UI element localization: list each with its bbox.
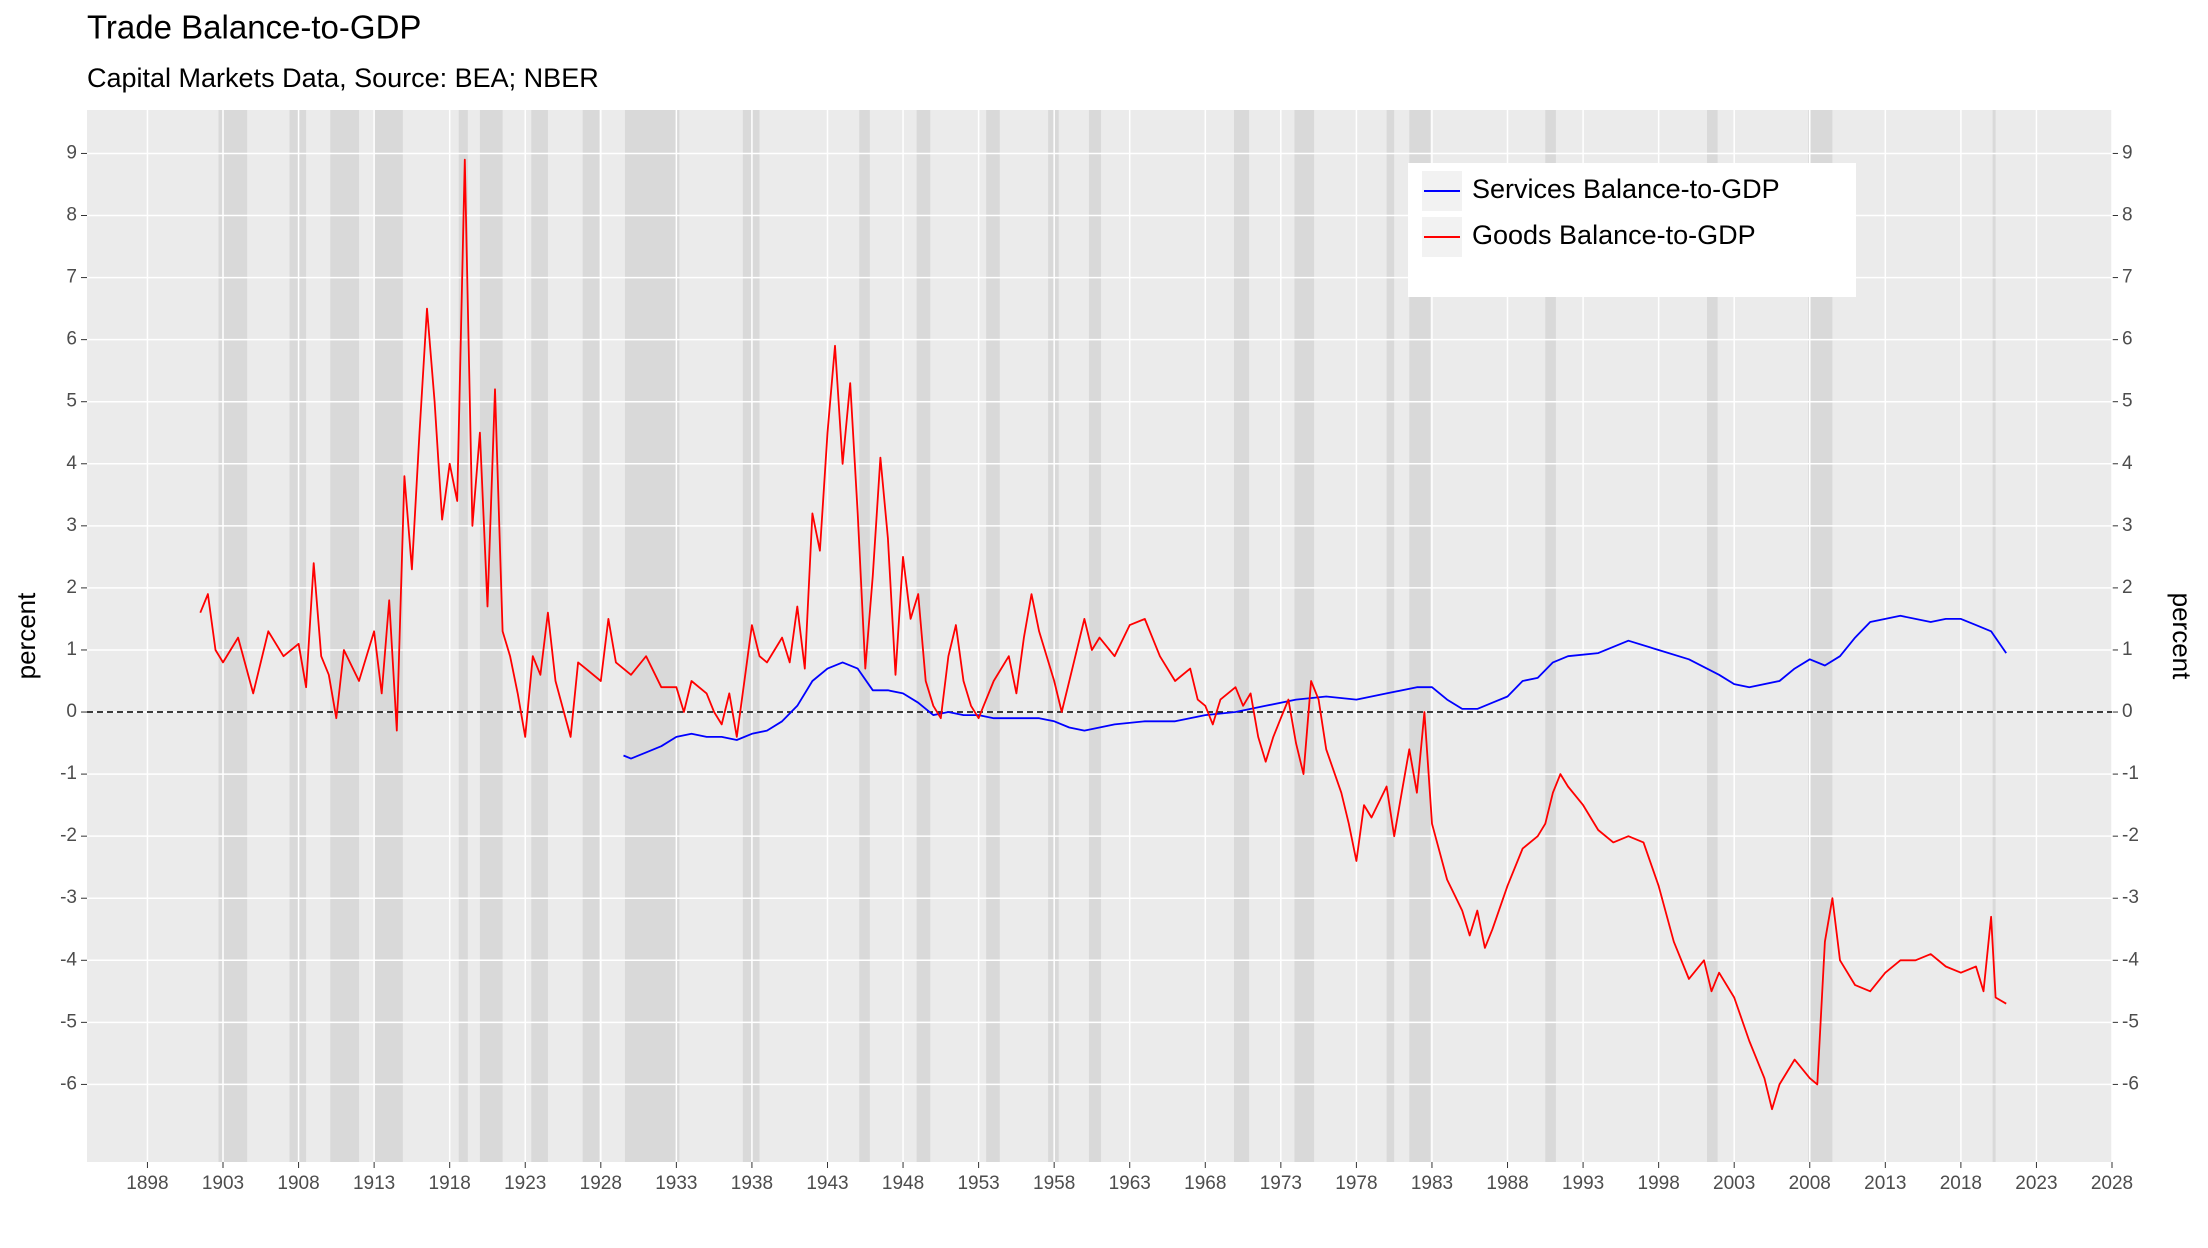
x-tick-label: 2028 xyxy=(2091,1173,2133,1194)
x-tick-label: 1903 xyxy=(202,1173,244,1194)
x-tick-label: 2003 xyxy=(1713,1173,1755,1194)
y-tick-label: -5 xyxy=(60,1011,77,1032)
y-tick-label: 4 xyxy=(66,453,77,474)
x-tick-label: 1963 xyxy=(1109,1173,1151,1194)
recession-band xyxy=(1233,110,1250,1162)
x-tick-label: 2013 xyxy=(1864,1173,1906,1194)
x-tick-label: 1988 xyxy=(1486,1173,1528,1194)
y2-tick-label: 5 xyxy=(2122,391,2133,412)
recession-band xyxy=(374,110,403,1162)
y2-tick-label: -2 xyxy=(2122,825,2139,846)
recession-band xyxy=(1386,110,1395,1162)
legend-label: Goods Balance-to-GDP xyxy=(1472,220,1756,250)
y-tick-label: 8 xyxy=(66,205,77,226)
y-tick-label: 5 xyxy=(66,391,77,412)
y2-tick-label: 0 xyxy=(2122,701,2133,722)
series-line xyxy=(623,614,2007,760)
y2-tick-label: 6 xyxy=(2122,329,2133,350)
y-tick-label: 0 xyxy=(66,701,77,722)
y-tick-label: -6 xyxy=(60,1073,77,1094)
legend-label: Services Balance-to-GDP xyxy=(1472,174,1780,204)
x-tick-label: 1993 xyxy=(1562,1173,1604,1194)
y-tick-label: 6 xyxy=(66,329,77,350)
x-tick-label: 1953 xyxy=(957,1173,999,1194)
x-tick-label: 2018 xyxy=(1940,1173,1982,1194)
y2-tick-label: -5 xyxy=(2122,1011,2139,1032)
recession-band xyxy=(1048,110,1059,1162)
x-tick-label: 1948 xyxy=(882,1173,924,1194)
recession-band xyxy=(1409,110,1431,1162)
x-tick-label: 1933 xyxy=(655,1173,697,1194)
recession-band xyxy=(330,110,360,1162)
y2-tick-label: -6 xyxy=(2122,1073,2139,1094)
recession-band xyxy=(1707,110,1718,1162)
recession-band xyxy=(986,110,1000,1162)
y2-tick-label: -4 xyxy=(2122,949,2139,970)
y2-tick-label: -1 xyxy=(2122,763,2139,784)
recession-band xyxy=(531,110,548,1162)
recession-band xyxy=(479,110,503,1162)
recession-band xyxy=(582,110,600,1162)
y-tick-label: 3 xyxy=(66,515,77,536)
y2-axis-label: percent xyxy=(2167,593,2197,680)
x-tick-label: 2008 xyxy=(1789,1173,1831,1194)
x-tick-label: 1978 xyxy=(1335,1173,1377,1194)
recession-band xyxy=(289,110,307,1162)
chart-subtitle: Capital Markets Data, Source: BEA; NBER xyxy=(87,63,599,93)
recession-band xyxy=(916,110,931,1162)
x-tick-label: 1943 xyxy=(806,1173,848,1194)
series-line xyxy=(199,158,2007,1111)
x-tick-label: 1923 xyxy=(504,1173,546,1194)
x-tick-label: 1968 xyxy=(1184,1173,1226,1194)
x-tick-label: 1913 xyxy=(353,1173,395,1194)
y2-tick-label: 4 xyxy=(2122,453,2133,474)
y-tick-label: 7 xyxy=(66,267,77,288)
x-tick-label: 2023 xyxy=(2015,1173,2057,1194)
x-tick-label: 1983 xyxy=(1411,1173,1453,1194)
x-tick-label: 1938 xyxy=(731,1173,773,1194)
x-tick-label: 1958 xyxy=(1033,1173,1075,1194)
x-tick-label: 1928 xyxy=(580,1173,622,1194)
y2-tick-label: 7 xyxy=(2122,267,2133,288)
y-tick-label: -3 xyxy=(60,887,77,908)
chart-title: Trade Balance-to-GDP xyxy=(87,9,421,46)
y-tick-label: 2 xyxy=(66,577,77,598)
recession-band xyxy=(1294,110,1315,1162)
y2-tick-label: 9 xyxy=(2122,142,2133,163)
recession-band xyxy=(458,110,468,1162)
y-axis-label: percent xyxy=(11,592,41,679)
x-tick-label: 1908 xyxy=(277,1173,319,1194)
y2-tick-label: 1 xyxy=(2122,639,2133,660)
y-tick-label: -1 xyxy=(60,763,77,784)
recession-band xyxy=(624,110,680,1162)
y-tick-label: 9 xyxy=(66,142,77,163)
x-tick-label: 1918 xyxy=(429,1173,471,1194)
x-tick-label: 1998 xyxy=(1638,1173,1680,1194)
y2-tick-label: 2 xyxy=(2122,577,2133,598)
x-tick-label: 1973 xyxy=(1260,1173,1302,1194)
y-tick-label: 1 xyxy=(66,639,77,660)
y2-tick-label: -3 xyxy=(2122,887,2139,908)
x-tick-label: 1898 xyxy=(126,1173,168,1194)
y2-tick-label: 8 xyxy=(2122,205,2133,226)
y2-tick-label: 3 xyxy=(2122,515,2133,536)
recession-band xyxy=(1088,110,1102,1162)
legend-box xyxy=(1408,163,1856,297)
recession-band xyxy=(1545,110,1556,1162)
y-tick-label: -2 xyxy=(60,825,77,846)
y-tick-label: -4 xyxy=(60,949,77,970)
